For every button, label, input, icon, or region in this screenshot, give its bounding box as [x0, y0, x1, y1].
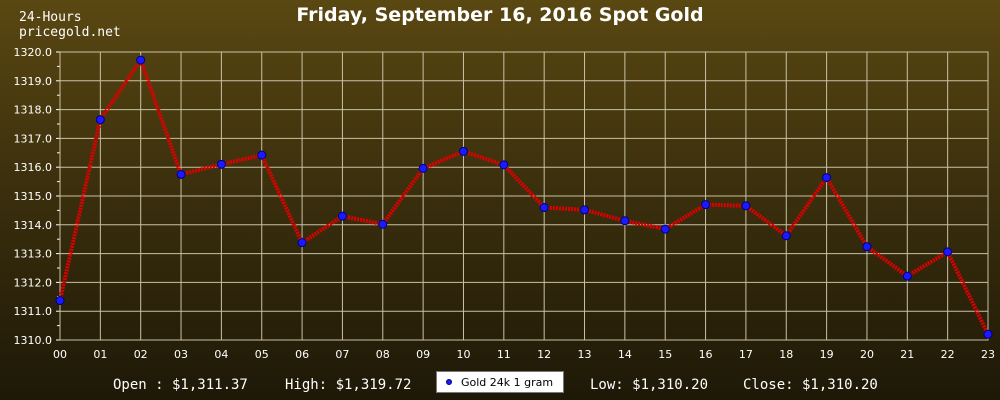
x-tick-label: 21: [900, 348, 914, 361]
x-tick-label: 14: [618, 348, 632, 361]
data-point: [902, 271, 912, 281]
x-tick-label: 23: [981, 348, 995, 361]
x-tick-label: 12: [537, 348, 551, 361]
y-tick-label: 1318.0: [14, 104, 53, 117]
data-point: [458, 146, 468, 156]
data-point: [297, 238, 307, 248]
y-tick-label: 1317.0: [14, 132, 53, 145]
data-point: [257, 150, 267, 160]
data-point: [378, 219, 388, 229]
data-point: [55, 296, 65, 306]
data-point: [337, 211, 347, 221]
x-tick-label: 03: [174, 348, 188, 361]
x-tick-label: 08: [376, 348, 390, 361]
caption-period: 24-Hours: [19, 10, 82, 25]
data-point: [822, 173, 832, 183]
caption-site: pricegold.net: [19, 25, 121, 40]
y-tick-label: 1312.0: [14, 276, 53, 289]
high-price: High: $1,319.72: [285, 377, 412, 393]
x-tick-label: 01: [93, 348, 107, 361]
data-point: [943, 247, 953, 257]
legend: Gold 24k 1 gram: [436, 371, 564, 393]
data-point: [539, 203, 549, 213]
x-tick-label: 00: [53, 348, 67, 361]
data-point: [499, 160, 509, 170]
low-price: Low: $1,310.20: [590, 377, 709, 393]
data-point: [620, 216, 630, 226]
data-point: [701, 200, 711, 210]
x-tick-label: 10: [456, 348, 470, 361]
x-tick-label: 19: [820, 348, 834, 361]
y-tick-label: 1314.0: [14, 219, 53, 232]
x-tick-label: 15: [658, 348, 672, 361]
data-point: [136, 55, 146, 65]
chart-title: Friday, September 16, 2016 Spot Gold: [296, 4, 704, 26]
close-price: Close: $1,310.20: [743, 377, 878, 393]
chart-caption: 24-Hours pricegold.net: [19, 10, 121, 40]
y-tick-label: 1319.0: [14, 75, 53, 88]
data-point: [862, 242, 872, 252]
x-tick-label: 17: [739, 348, 753, 361]
x-tick-label: 07: [335, 348, 349, 361]
legend-marker-icon: [446, 379, 452, 385]
data-point: [781, 231, 791, 241]
x-tick-label: 06: [295, 348, 309, 361]
open-price: Open : $1,311.37: [113, 377, 248, 393]
data-point: [983, 329, 993, 339]
x-tick-label: 09: [416, 348, 430, 361]
x-tick-label: 13: [578, 348, 592, 361]
x-tick-label: 02: [134, 348, 148, 361]
y-tick-label: 1313.0: [14, 248, 53, 261]
legend-label: Gold 24k 1 gram: [461, 376, 554, 389]
x-tick-label: 16: [699, 348, 713, 361]
data-point: [741, 201, 751, 211]
x-tick-label: 20: [860, 348, 874, 361]
x-tick-label: 04: [214, 348, 228, 361]
x-tick-label: 18: [779, 348, 793, 361]
y-tick-label: 1316.0: [14, 161, 53, 174]
y-tick-label: 1310.0: [14, 334, 53, 347]
data-point: [176, 169, 186, 179]
data-point: [418, 163, 428, 173]
data-point: [216, 159, 226, 169]
data-point: [660, 224, 670, 234]
y-tick-label: 1315.0: [14, 190, 53, 203]
y-tick-label: 1311.0: [14, 305, 53, 318]
y-tick-label: 1320.0: [14, 46, 53, 59]
x-tick-label: 05: [255, 348, 269, 361]
data-point: [580, 205, 590, 215]
x-tick-label: 11: [497, 348, 511, 361]
data-point: [95, 115, 105, 125]
series-line: [58, 58, 990, 336]
x-tick-label: 22: [941, 348, 955, 361]
